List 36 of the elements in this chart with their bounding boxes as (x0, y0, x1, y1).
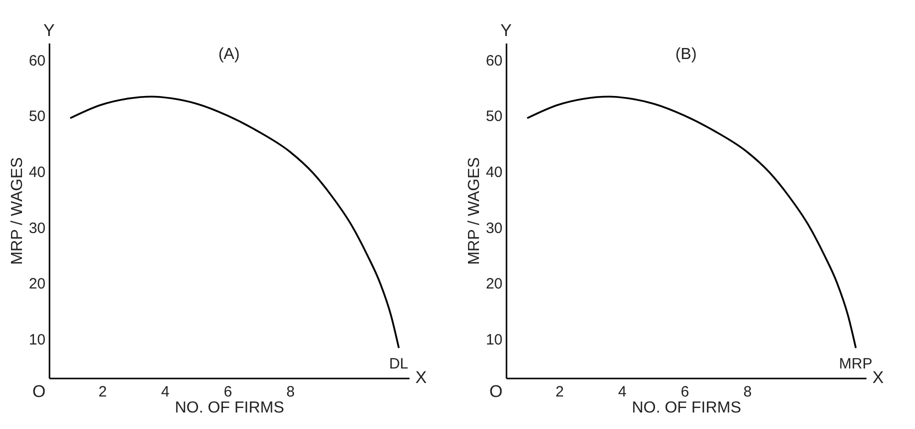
text: O (489, 382, 503, 401)
x-axis-title: NO. OF FIRMS (174, 400, 284, 416)
y-tick-label: 20 (486, 276, 502, 293)
text: Y (43, 21, 55, 40)
line-series (527, 96, 857, 348)
x-tick-label: 2 (556, 384, 564, 400)
series-label: MRP (839, 355, 872, 372)
y-tick-label: 30 (28, 220, 46, 237)
x-tick-label: 8 (743, 384, 752, 400)
text: X (415, 368, 427, 387)
text: Y (500, 21, 512, 40)
x-tick-label: 4 (618, 384, 626, 400)
y-tick-label: 50 (486, 108, 502, 126)
x-tick-label: 6 (224, 384, 232, 400)
chart-title: (A) (218, 46, 240, 63)
y-tick-label: 60 (486, 52, 502, 70)
line-series (70, 96, 400, 348)
x-tick-label: 6 (680, 384, 690, 400)
text: O (32, 382, 46, 401)
y-tick-label: 20 (28, 276, 46, 293)
y-tick-label: 10 (486, 331, 502, 348)
x-tick-label: 4 (161, 384, 170, 400)
y-tick-label: 40 (486, 164, 502, 181)
y-tick-label: 50 (28, 108, 46, 126)
x-tick-label: 2 (98, 384, 107, 400)
series-label: DL (389, 355, 408, 372)
y-tick-label: 30 (486, 220, 502, 237)
chart-title: (B) (675, 46, 697, 63)
text: X (872, 368, 884, 387)
y-tick-label: 10 (28, 331, 46, 348)
y-axis-title: MRP / WAGES (466, 157, 483, 265)
y-tick-label: 60 (28, 52, 46, 70)
y-axis-title: MRP / WAGES (8, 157, 26, 265)
y-tick-label: 40 (28, 164, 46, 181)
x-axis-title: NO. OF FIRMS (632, 400, 742, 416)
x-tick-label: 8 (286, 384, 295, 400)
